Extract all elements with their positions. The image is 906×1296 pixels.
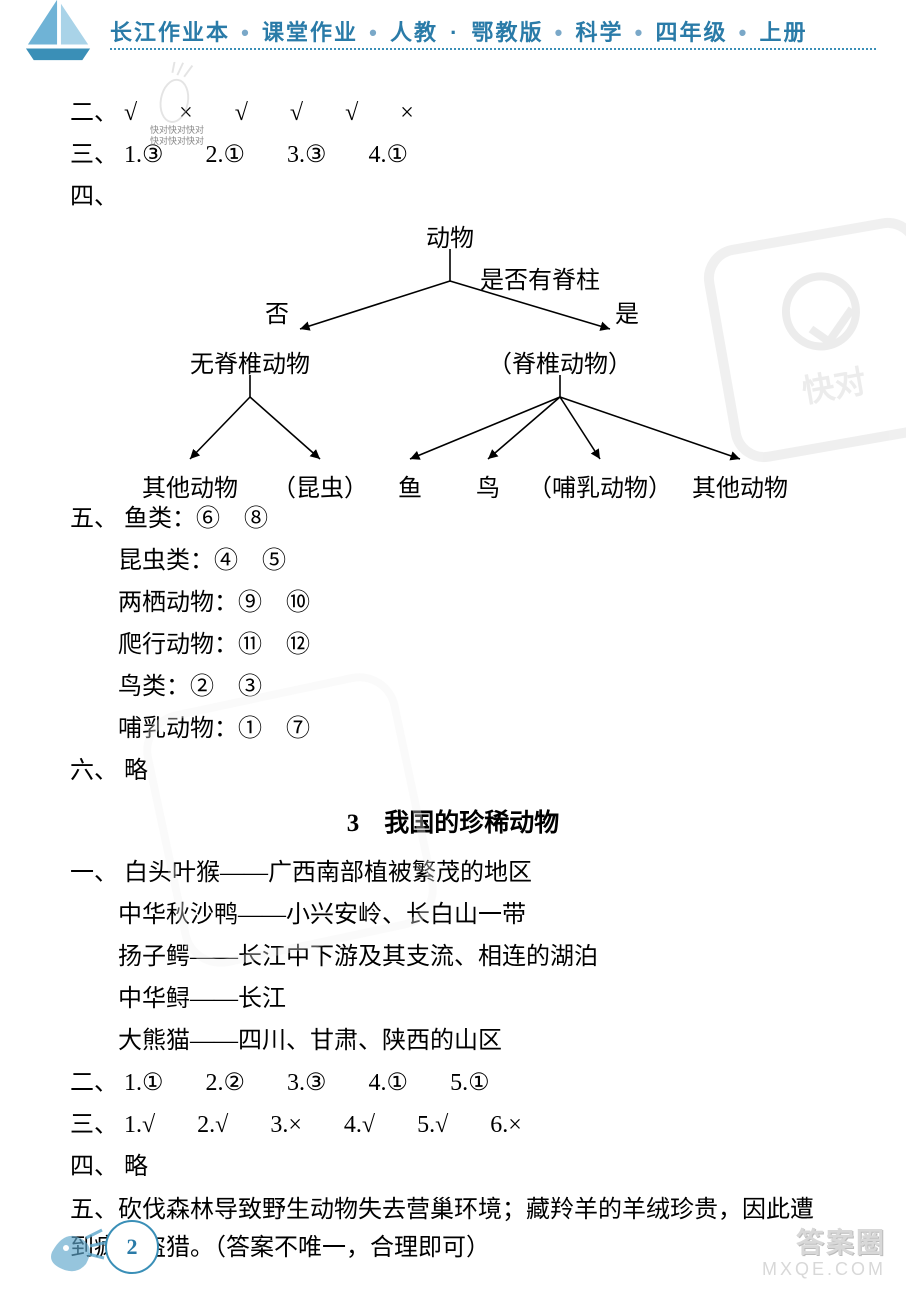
- micro-watermark: 快对快对快对 快对快对快对: [150, 125, 204, 147]
- s3q5-row: 五、砍伐森林导致野生动物失去营巢环境；藏羚羊的羊绒珍贵，因此遭到疯狂盗猎。（答案…: [70, 1191, 836, 1268]
- tree-node-root: 动物: [426, 221, 474, 257]
- s3q4-text: 略: [124, 1154, 148, 1180]
- footer-wm-line1: 答案圈: [762, 1221, 886, 1261]
- tree-node-l0: 其他动物: [142, 471, 238, 507]
- s3q4-label: 四、: [70, 1149, 118, 1185]
- s3q2-item: 5.①: [450, 1070, 490, 1096]
- s3q1-label: 一、: [70, 855, 118, 891]
- watermark-stamp-2: [136, 666, 444, 974]
- q2-mark: √: [345, 100, 358, 126]
- q2-label: 二、: [70, 95, 118, 131]
- q4-label: 四、: [70, 179, 118, 215]
- s3q3-item: 4.√: [344, 1112, 375, 1138]
- s3q4-row: 四、 略: [70, 1149, 836, 1185]
- s3q1-line: 大熊猫——四川、甘肃、陕西的山区: [70, 1023, 836, 1059]
- header-part: 四年级: [655, 20, 727, 45]
- q3-item: 3.③: [287, 142, 327, 168]
- q5-subrow: 昆虫类：④ ⑤: [70, 543, 836, 579]
- s3q2-row: 二、 1.① 2.② 3.③ 4.① 5.①: [70, 1065, 836, 1101]
- sailboat-icon: [20, 0, 98, 64]
- page-header: 长江作业本 • 课堂作业 • 人教 · 鄂教版 • 科学 • 四年级 • 上册: [0, 0, 906, 70]
- header-part: 科学: [576, 20, 624, 45]
- s3q5-text: 砍伐森林导致野生动物失去营巢环境；藏羚羊的羊绒珍贵，因此遭到疯狂盗猎。（答案不唯…: [70, 1197, 814, 1261]
- tree-node-criterion: 是否有脊柱: [480, 263, 600, 299]
- tree-node-r3: 其他动物: [692, 471, 788, 507]
- tree-node-left_node: 无脊椎动物: [190, 347, 310, 383]
- page-ornament-icon: [46, 1224, 112, 1278]
- header-part: 人教: [390, 20, 438, 45]
- q5-label: 五、: [70, 501, 118, 537]
- q2-mark: √: [124, 100, 137, 126]
- s3q3-item: 3.×: [270, 1112, 302, 1138]
- q3-item: 2.①: [206, 142, 246, 168]
- q2-mark: √: [290, 100, 303, 126]
- q3-item: 4.①: [369, 142, 409, 168]
- tree-node-right_label: 是: [615, 297, 639, 333]
- tree-node-l1: （昆虫）: [272, 471, 368, 507]
- q5-subrow: 两栖动物：⑨ ⑩: [70, 585, 836, 621]
- s3q2-item: 1.①: [124, 1070, 164, 1096]
- s3q3-item: 5.√: [417, 1112, 448, 1138]
- header-part: 长江作业本: [110, 20, 230, 45]
- header-part: 课堂作业: [262, 20, 358, 45]
- q5-subrow: 鸟类：② ③: [70, 669, 836, 705]
- tree-node-right_node: （脊椎动物）: [488, 347, 632, 383]
- q6-label: 六、: [70, 753, 118, 789]
- footer-watermark: 答案圈 MXQE.COM: [762, 1221, 886, 1280]
- header-divider: [110, 48, 876, 50]
- q5-cat: 鱼类：: [124, 506, 196, 532]
- content-body: 二、 √ × √ √ √ × 三、 1.③ 2.① 3.③ 4.① 四、 动物是…: [0, 70, 906, 1267]
- header-part: 上册: [759, 20, 807, 45]
- q4-row: 四、: [70, 179, 836, 215]
- header-title: 长江作业本 • 课堂作业 • 人教 · 鄂教版 • 科学 • 四年级 • 上册: [110, 15, 807, 47]
- s3q3-item: 6.×: [490, 1112, 522, 1138]
- s3q2-label: 二、: [70, 1065, 118, 1101]
- header-part: 鄂教版: [472, 20, 544, 45]
- q2-mark: √: [235, 100, 248, 126]
- s3q3-item: 1.√: [124, 1112, 155, 1138]
- q5-vals: ⑥ ⑧: [196, 506, 268, 532]
- s3q3-item: 2.√: [197, 1112, 228, 1138]
- s3q3-row: 三、 1.√ 2.√ 3.× 4.√ 5.√ 6.×: [70, 1107, 836, 1143]
- q2-mark: ×: [400, 100, 414, 126]
- page-number: 2: [105, 1220, 159, 1274]
- s3q1-line: 中华鲟——长江: [70, 981, 836, 1017]
- tree-node-r1: 鸟: [476, 471, 500, 507]
- s3q2-item: 2.②: [206, 1070, 246, 1096]
- s3q2-item: 3.③: [287, 1070, 327, 1096]
- q3-label: 三、: [70, 137, 118, 173]
- classification-tree: 动物是否有脊柱否是无脊椎动物（脊椎动物）其他动物（昆虫）鱼鸟（哺乳动物）其他动物: [90, 221, 830, 501]
- s3q3-label: 三、: [70, 1107, 118, 1143]
- q5-subrow: 爬行动物：⑪ ⑫: [70, 627, 836, 663]
- footer-wm-line2: MXQE.COM: [762, 1259, 886, 1280]
- tree-node-left_label: 否: [265, 297, 289, 333]
- tree-node-r2: （哺乳动物）: [528, 471, 672, 507]
- tree-node-r0: 鱼: [398, 471, 422, 507]
- s3q2-item: 4.①: [369, 1070, 409, 1096]
